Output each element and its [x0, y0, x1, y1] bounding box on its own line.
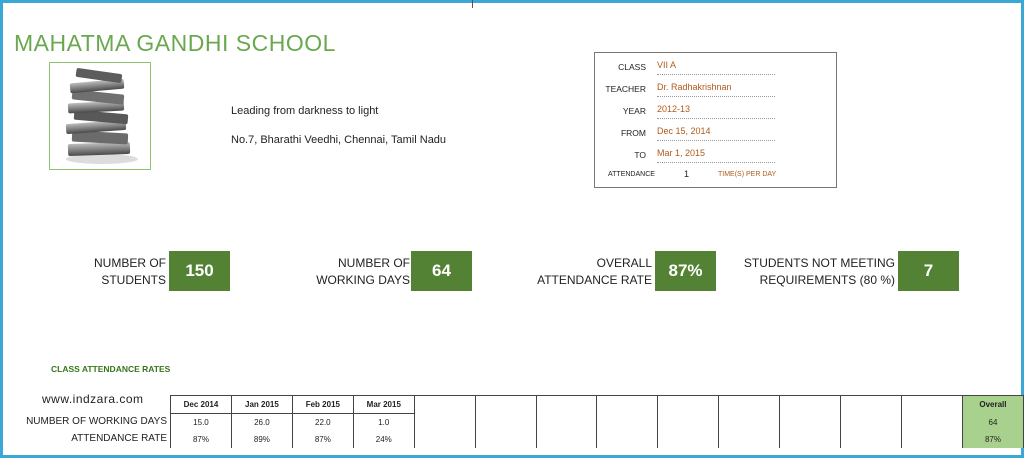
not-meeting-kpi-label: STUDENTS NOT MEETING REQUIREMENTS (80 %) — [743, 256, 895, 287]
year-field[interactable]: 2012-13 — [657, 102, 775, 119]
attendance-rate-row: 87% 89% 87% 24% 87% — [170, 431, 1024, 448]
empty-cell — [474, 413, 537, 431]
to-row: TO Mar 1, 2015 — [595, 146, 836, 164]
month-header: Jan 2015 — [230, 395, 293, 414]
class-field[interactable]: VII A — [657, 58, 775, 75]
month-header: Dec 2014 — [170, 395, 232, 414]
table-cell: 15.0 — [170, 413, 232, 431]
teacher-label: TEACHER — [605, 84, 646, 94]
attendance-table: Dec 2014 Jan 2015 Feb 2015 Mar 2015 Over… — [170, 395, 1024, 448]
attendance-unit: TIME(S) PER DAY — [718, 171, 777, 178]
working-days-row: 15.0 26.0 22.0 1.0 64 — [170, 413, 1024, 431]
year-row: YEAR 2012-13 — [595, 102, 836, 120]
empty-cell — [657, 413, 720, 431]
table-header-row: Dec 2014 Jan 2015 Feb 2015 Mar 2015 Over… — [170, 395, 1024, 414]
empty-cell — [840, 413, 902, 431]
table-cell: 1.0 — [352, 413, 415, 431]
empty-cell — [901, 413, 963, 431]
empty-cell — [413, 431, 476, 448]
empty-cell — [718, 395, 781, 414]
working-days-row-label: NUMBER OF WORKING DAYS — [26, 416, 167, 427]
empty-cell — [779, 413, 842, 431]
teacher-row: TEACHER Dr. Radhakrishnan — [595, 80, 836, 98]
table-cell: 89% — [230, 431, 293, 448]
school-name: MAHATMA GANDHI SCHOOL — [14, 30, 336, 56]
class-row: CLASS VII A — [595, 58, 836, 76]
website-link[interactable]: www.indzara.com — [42, 392, 144, 406]
books-stack-icon — [49, 62, 151, 170]
teacher-field[interactable]: Dr. Radhakrishnan — [657, 80, 775, 97]
class-label: CLASS — [618, 62, 646, 72]
overall-days-cell: 64 — [961, 413, 1024, 431]
to-label: TO — [634, 150, 646, 160]
working-days-kpi-label: NUMBER OF WORKING DAYS — [316, 256, 410, 287]
table-cell: 24% — [352, 431, 415, 448]
empty-cell — [474, 431, 537, 448]
attendance-rate-kpi-label: OVERALL ATTENDANCE RATE — [537, 256, 652, 287]
month-header: Feb 2015 — [291, 395, 354, 414]
empty-cell — [840, 395, 902, 414]
class-info-panel: CLASS VII A TEACHER Dr. Radhakrishnan YE… — [594, 52, 837, 188]
from-date-field[interactable]: Dec 15, 2014 — [657, 124, 775, 141]
school-address: No.7, Bharathi Veedhi, Chennai, Tamil Na… — [231, 134, 447, 146]
empty-cell — [535, 431, 598, 448]
students-kpi-label: NUMBER OF STUDENTS — [94, 256, 166, 287]
empty-cell — [779, 431, 842, 448]
not-meeting-kpi-value: 7 — [898, 251, 959, 291]
empty-cell — [535, 395, 598, 414]
school-tagline: Leading from darkness to light — [231, 105, 379, 117]
working-days-kpi-value: 64 — [411, 251, 472, 291]
empty-cell — [779, 395, 842, 414]
empty-cell — [901, 395, 963, 414]
from-label: FROM — [620, 128, 646, 138]
empty-cell — [657, 431, 720, 448]
to-date-field[interactable]: Mar 1, 2015 — [657, 146, 775, 163]
table-cell: 87% — [170, 431, 232, 448]
empty-cell — [718, 413, 781, 431]
from-row: FROM Dec 15, 2014 — [595, 124, 836, 142]
empty-cell — [413, 395, 476, 414]
table-cell: 26.0 — [230, 413, 293, 431]
overall-rate-cell: 87% — [961, 431, 1024, 448]
table-cell: 22.0 — [291, 413, 354, 431]
month-header: Mar 2015 — [352, 395, 415, 414]
year-label: YEAR — [622, 106, 646, 116]
empty-cell — [413, 413, 476, 431]
empty-cell — [474, 395, 537, 414]
column-divider — [472, 0, 473, 8]
students-kpi-value: 150 — [169, 251, 230, 291]
section-title: CLASS ATTENDANCE RATES — [51, 364, 171, 374]
empty-cell — [901, 431, 963, 448]
attendance-per-day-field[interactable]: 1 — [684, 169, 690, 179]
empty-cell — [596, 413, 659, 431]
attendance-label: ATTENDANCE — [608, 171, 655, 178]
attendance-rate-kpi-value: 87% — [655, 251, 716, 291]
attendance-rate-row-label: ATTENDANCE RATE — [71, 433, 167, 444]
empty-cell — [840, 431, 902, 448]
empty-cell — [718, 431, 781, 448]
empty-cell — [596, 395, 659, 414]
empty-cell — [657, 395, 720, 414]
empty-cell — [535, 413, 598, 431]
empty-cell — [596, 431, 659, 448]
table-cell: 87% — [291, 431, 354, 448]
overall-header: Overall — [961, 395, 1024, 414]
